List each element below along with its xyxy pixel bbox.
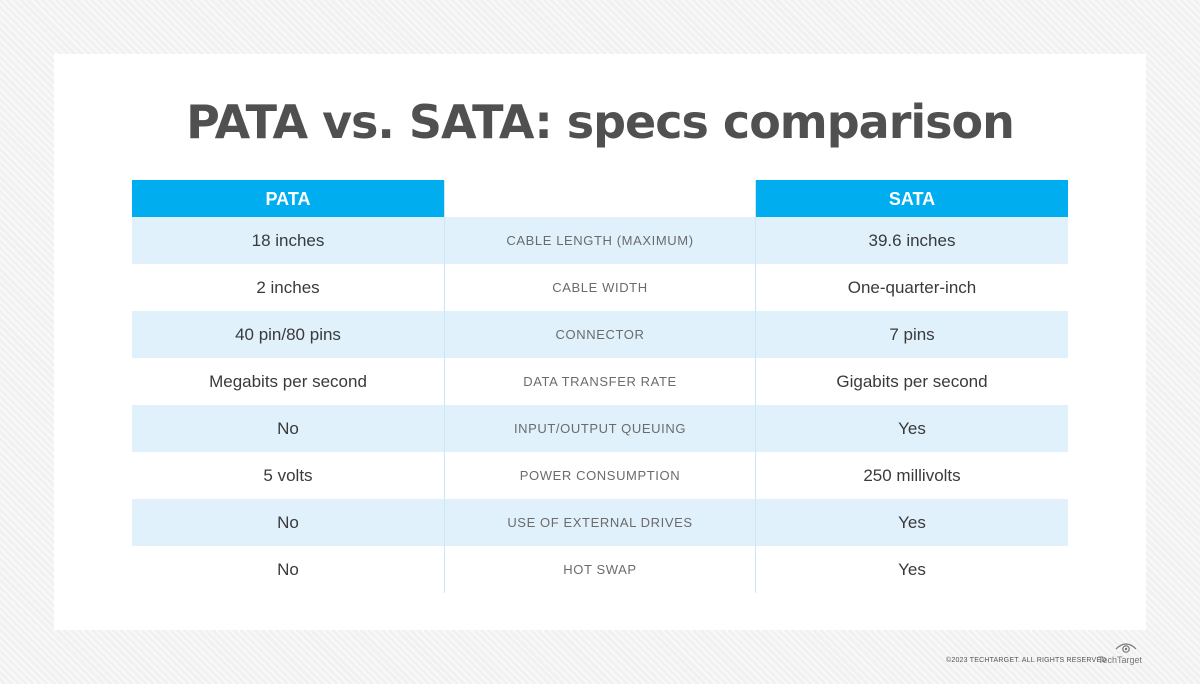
sata-value: 7 pins (889, 325, 935, 344)
spec-label: HOT SWAP (444, 546, 756, 593)
spec-label: INPUT/OUTPUT QUEUING (444, 405, 756, 452)
pata-column-header: PATA (132, 180, 444, 217)
sata-value: Yes (898, 513, 926, 532)
spec-label: CONNECTOR (444, 311, 756, 358)
pata-value: 2 inches (256, 278, 320, 297)
sata-value: 39.6 inches (868, 231, 956, 250)
spec-label: CABLE WIDTH (444, 264, 756, 311)
logo-wordmark: TechTarget (1098, 655, 1143, 665)
pata-value: No (277, 513, 299, 532)
spec-label: DATA TRANSFER RATE (444, 358, 756, 405)
table-row: 5 volts POWER CONSUMPTION 250 millivolts (132, 452, 1068, 499)
table-header-row: PATA SATA (132, 180, 1068, 217)
spec-label: USE OF EXTERNAL DRIVES (444, 499, 756, 546)
sata-value: Gigabits per second (836, 372, 988, 391)
pata-value: No (277, 419, 299, 438)
pata-value: 5 volts (263, 466, 313, 485)
sata-value: 250 millivolts (863, 466, 961, 485)
pata-value: 18 inches (251, 231, 325, 250)
table-row: 40 pin/80 pins CONNECTOR 7 pins (132, 311, 1068, 358)
eye-icon (1115, 643, 1137, 653)
sata-value: One-quarter-inch (847, 278, 977, 297)
page-title: PATA vs. SATA: specs comparison (186, 95, 1015, 149)
spec-label: CABLE LENGTH (MAXIMUM) (444, 217, 756, 264)
copyright-notice: ©2023 TECHTARGET. ALL RIGHTS RESERVED (946, 657, 1107, 664)
table-row: 2 inches CABLE WIDTH One-quarter-inch (132, 264, 1068, 311)
sata-value: Yes (898, 560, 926, 579)
spec-label: POWER CONSUMPTION (444, 452, 756, 499)
table-row: No USE OF EXTERNAL DRIVES Yes (132, 499, 1068, 546)
pata-value: 40 pin/80 pins (235, 325, 341, 344)
spec-column-header (444, 180, 756, 217)
pata-value: Megabits per second (209, 372, 367, 391)
comparison-table: PATA SATA 18 inches CABLE LENGTH (MAXIMU… (132, 180, 1068, 593)
techtarget-logo: TechTarget (1098, 642, 1148, 668)
sata-value: Yes (898, 419, 926, 438)
table-row: No INPUT/OUTPUT QUEUING Yes (132, 405, 1068, 452)
table-row: No HOT SWAP Yes (132, 546, 1068, 593)
table-row: 18 inches CABLE LENGTH (MAXIMUM) 39.6 in… (132, 217, 1068, 264)
pata-value: No (277, 560, 299, 579)
table-row: Megabits per second DATA TRANSFER RATE G… (132, 358, 1068, 405)
sata-column-header: SATA (756, 180, 1068, 217)
